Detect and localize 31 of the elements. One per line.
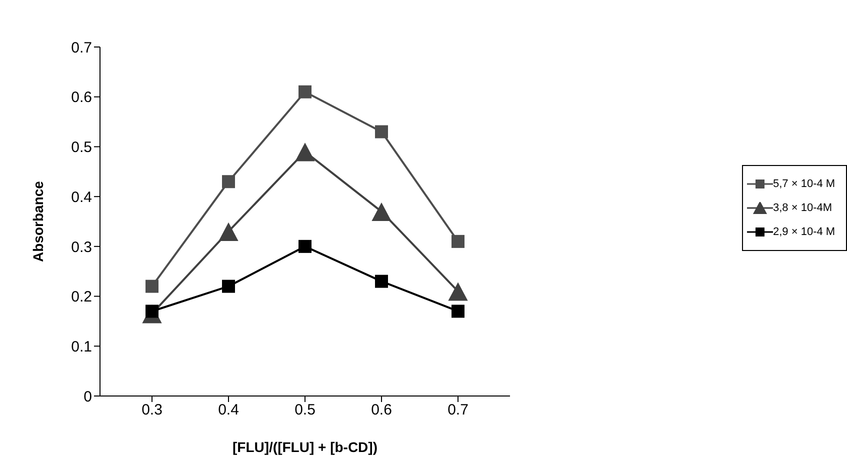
point — [452, 234, 464, 248]
point — [448, 282, 468, 301]
y-tick-label: 0.4 — [71, 188, 92, 206]
y-tick-label: 0 — [84, 388, 92, 406]
point — [452, 304, 464, 318]
point — [375, 274, 388, 288]
point — [219, 222, 238, 241]
legend-label: 5,7 × 10-4 M — [773, 178, 836, 190]
legend-label: 3,8 × 10-4M — [773, 202, 832, 214]
point — [375, 125, 388, 138]
x-tick-label: 0.3 — [142, 402, 162, 419]
y-tick-label: 0.2 — [71, 288, 92, 306]
y-tick-label: 0.6 — [71, 89, 92, 106]
point — [296, 143, 314, 162]
legend-label: 2,9 × 10-4 M — [773, 226, 836, 238]
point — [372, 203, 391, 222]
y-tick-label: 0.7 — [71, 39, 92, 56]
y-tick-label: 0.1 — [71, 338, 92, 356]
point — [298, 240, 312, 253]
y-axis-title: Absorbance — [30, 180, 46, 262]
x-tick-label: 0.4 — [218, 402, 239, 419]
x-tick-label: 0.7 — [448, 402, 468, 419]
x-tick-label: 0.5 — [294, 402, 316, 419]
point — [222, 280, 235, 293]
point — [146, 280, 158, 293]
point — [222, 175, 235, 188]
x-tick-label: 0.6 — [371, 402, 392, 419]
x-axis-title: [FLU]/([FLU] + [b-CD]) — [232, 439, 378, 455]
y-tick-label: 0.3 — [71, 238, 92, 256]
y-tick-label: 0.5 — [71, 139, 92, 156]
point — [298, 85, 312, 98]
